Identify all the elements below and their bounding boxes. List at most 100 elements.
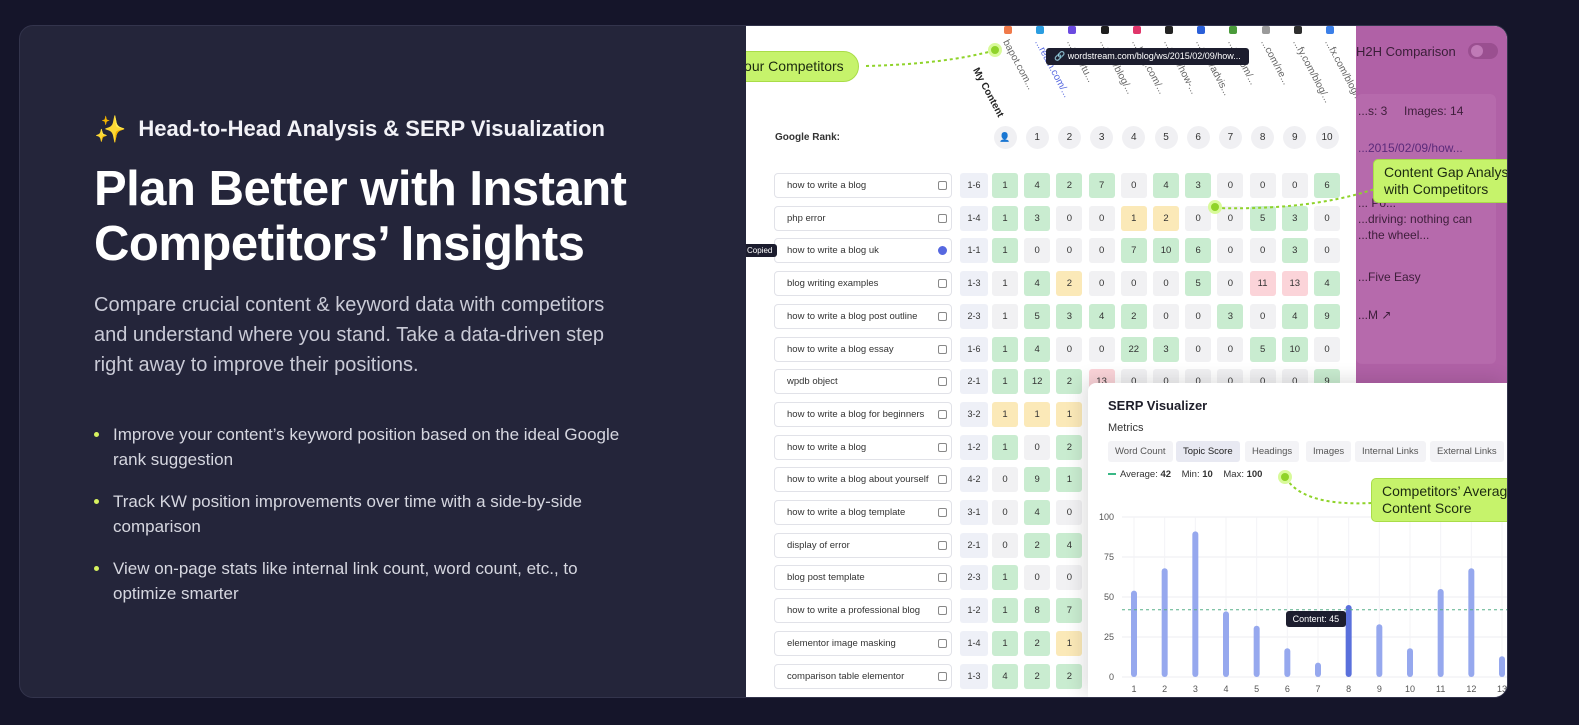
h2h-content: ...s: 3 Images: 14 ...2015/02/09/how... … xyxy=(1356,94,1496,364)
keyword-cell[interactable]: how to write a blog about yourself xyxy=(774,467,952,493)
rank-cell: 2 xyxy=(1120,303,1147,329)
rank-cell: 7 xyxy=(1056,598,1083,624)
copy-icon[interactable] xyxy=(938,475,947,485)
keyword-cell[interactable]: how to write a blog template xyxy=(774,500,952,525)
rank-cell: 3 xyxy=(1153,336,1179,362)
rank-range-cell: 1-6 xyxy=(960,336,988,362)
tab-external-links[interactable]: External Links xyxy=(1430,441,1504,462)
rank-cell: 0 xyxy=(1217,271,1244,297)
copy-icon[interactable] xyxy=(938,540,947,550)
x-tick-label: 8 xyxy=(1346,684,1351,694)
keyword-cell[interactable]: how to write a professional blog xyxy=(774,598,952,624)
rank-cell: 0 xyxy=(1056,336,1083,362)
x-tick-label: 10 xyxy=(1405,684,1415,694)
rank-cell: 10 xyxy=(1281,336,1308,362)
chart-bar xyxy=(1284,648,1291,677)
keyword-cell[interactable]: how to write a blog xyxy=(774,173,952,198)
h2h-toggle[interactable] xyxy=(1468,43,1498,59)
x-tick-label: 13 xyxy=(1497,684,1507,694)
competitor-favicon-icon xyxy=(1197,26,1206,34)
keyword-cell[interactable]: blog post template xyxy=(774,565,952,591)
keyword-cell[interactable]: how to write a blog for beginners xyxy=(774,401,952,427)
rank-cell: 22 xyxy=(1120,336,1147,362)
h2h-title: H2H Comparison xyxy=(1356,44,1456,59)
rank-cell: 9 xyxy=(1314,303,1340,329)
rank-cell: 1 xyxy=(992,434,1018,460)
copy-icon[interactable] xyxy=(938,279,947,289)
copied-tooltip: Copied xyxy=(746,244,778,257)
tab-images[interactable]: Images xyxy=(1306,441,1352,462)
chart-bar xyxy=(1376,624,1383,677)
rank-cell: 3 xyxy=(1217,303,1244,329)
rank-cell: 3 xyxy=(1185,173,1212,198)
rank-header: 6 xyxy=(1186,126,1210,149)
chart-bar xyxy=(1192,531,1199,677)
my-content-rank-icon: 👤 xyxy=(993,126,1017,149)
rank-cell: 1 xyxy=(1056,467,1083,493)
keyword-cell[interactable]: elementor image masking xyxy=(774,630,952,656)
rank-cell: 4 xyxy=(1153,173,1179,198)
rank-cell: 4 xyxy=(1056,532,1083,558)
rank-cell: 0 xyxy=(992,500,1018,525)
rank-cell: 2 xyxy=(1056,434,1083,460)
keyword-cell[interactable]: php error xyxy=(774,205,952,231)
rank-range-cell: 1-1 xyxy=(960,238,988,264)
h2h-line[interactable]: ...2015/02/09/how... xyxy=(1358,141,1463,155)
copy-icon[interactable] xyxy=(938,213,947,223)
tab-headings[interactable]: Headings xyxy=(1245,441,1300,462)
rank-cell: 8 xyxy=(1024,598,1051,624)
tab-internal-links[interactable]: Internal Links xyxy=(1355,441,1426,462)
y-tick-label: 25 xyxy=(1104,632,1114,642)
rank-cell: 0 xyxy=(1088,271,1115,297)
tab-topic-score[interactable]: Topic Score xyxy=(1176,441,1240,462)
rank-range-cell: 2-1 xyxy=(960,532,988,558)
rank-cell: 0 xyxy=(1153,271,1179,297)
x-tick-label: 9 xyxy=(1377,684,1382,694)
rank-cell: 4 xyxy=(1281,303,1308,329)
copy-icon[interactable] xyxy=(938,671,947,681)
rank-header: 8 xyxy=(1251,126,1275,149)
rank-header: 9 xyxy=(1283,126,1307,149)
competitor-favicon-icon xyxy=(1132,26,1141,34)
avg-score-callout: Competitors’ Average Content Score xyxy=(1371,478,1507,522)
x-tick-label: 5 xyxy=(1254,684,1259,694)
rank-cell: 5 xyxy=(1024,303,1051,329)
copy-icon[interactable] xyxy=(938,573,947,583)
copy-icon[interactable] xyxy=(938,246,947,256)
chart-bar xyxy=(1499,656,1505,677)
x-tick-label: 1 xyxy=(1131,684,1136,694)
eyebrow: ✨ Head-to-Head Analysis & SERP Visualiza… xyxy=(94,116,694,142)
copy-icon[interactable] xyxy=(938,606,947,616)
keyword-cell[interactable]: wpdb object xyxy=(774,369,952,395)
your-competitors-callout: Your Competitors xyxy=(746,51,859,82)
rank-cell: 4 xyxy=(1024,271,1051,297)
copy-icon[interactable] xyxy=(938,311,947,321)
serp-visualizer: SERP Visualizer Metrics Word Count Topic… xyxy=(1088,383,1507,697)
copy-icon[interactable] xyxy=(938,377,947,387)
keyword-cell[interactable]: how to write a blog xyxy=(774,434,952,460)
rank-cell: 4 xyxy=(1024,173,1051,198)
competitor-favicon-icon xyxy=(1036,26,1045,34)
copy-icon[interactable] xyxy=(938,181,947,190)
competitor-favicon-icon xyxy=(1326,26,1334,34)
copy-icon[interactable] xyxy=(938,409,947,419)
keyword-cell[interactable]: blog writing examples xyxy=(774,271,952,297)
keyword-cell[interactable]: display of error xyxy=(774,532,952,558)
copy-icon[interactable] xyxy=(938,344,947,354)
copy-icon[interactable] xyxy=(938,508,947,517)
x-tick-label: 11 xyxy=(1436,684,1445,694)
copy-icon[interactable] xyxy=(938,638,947,648)
rank-header: 3 xyxy=(1090,126,1114,149)
keyword-cell[interactable]: how to write a blog post outline xyxy=(774,303,952,329)
keyword-cell[interactable]: how to write a blog essay xyxy=(774,336,952,362)
h2h-line: ...the wheel... xyxy=(1358,228,1430,242)
rank-cell: 6 xyxy=(1185,238,1212,264)
chart-bar xyxy=(1407,648,1413,677)
tab-word-count[interactable]: Word Count xyxy=(1108,441,1173,462)
keyword-cell[interactable]: comparison table elementor xyxy=(774,663,952,689)
rank-cell: 1 xyxy=(1024,401,1051,427)
copy-icon[interactable] xyxy=(938,442,947,452)
chart-bar xyxy=(1131,590,1137,677)
rank-range-cell: 1-4 xyxy=(960,630,988,656)
